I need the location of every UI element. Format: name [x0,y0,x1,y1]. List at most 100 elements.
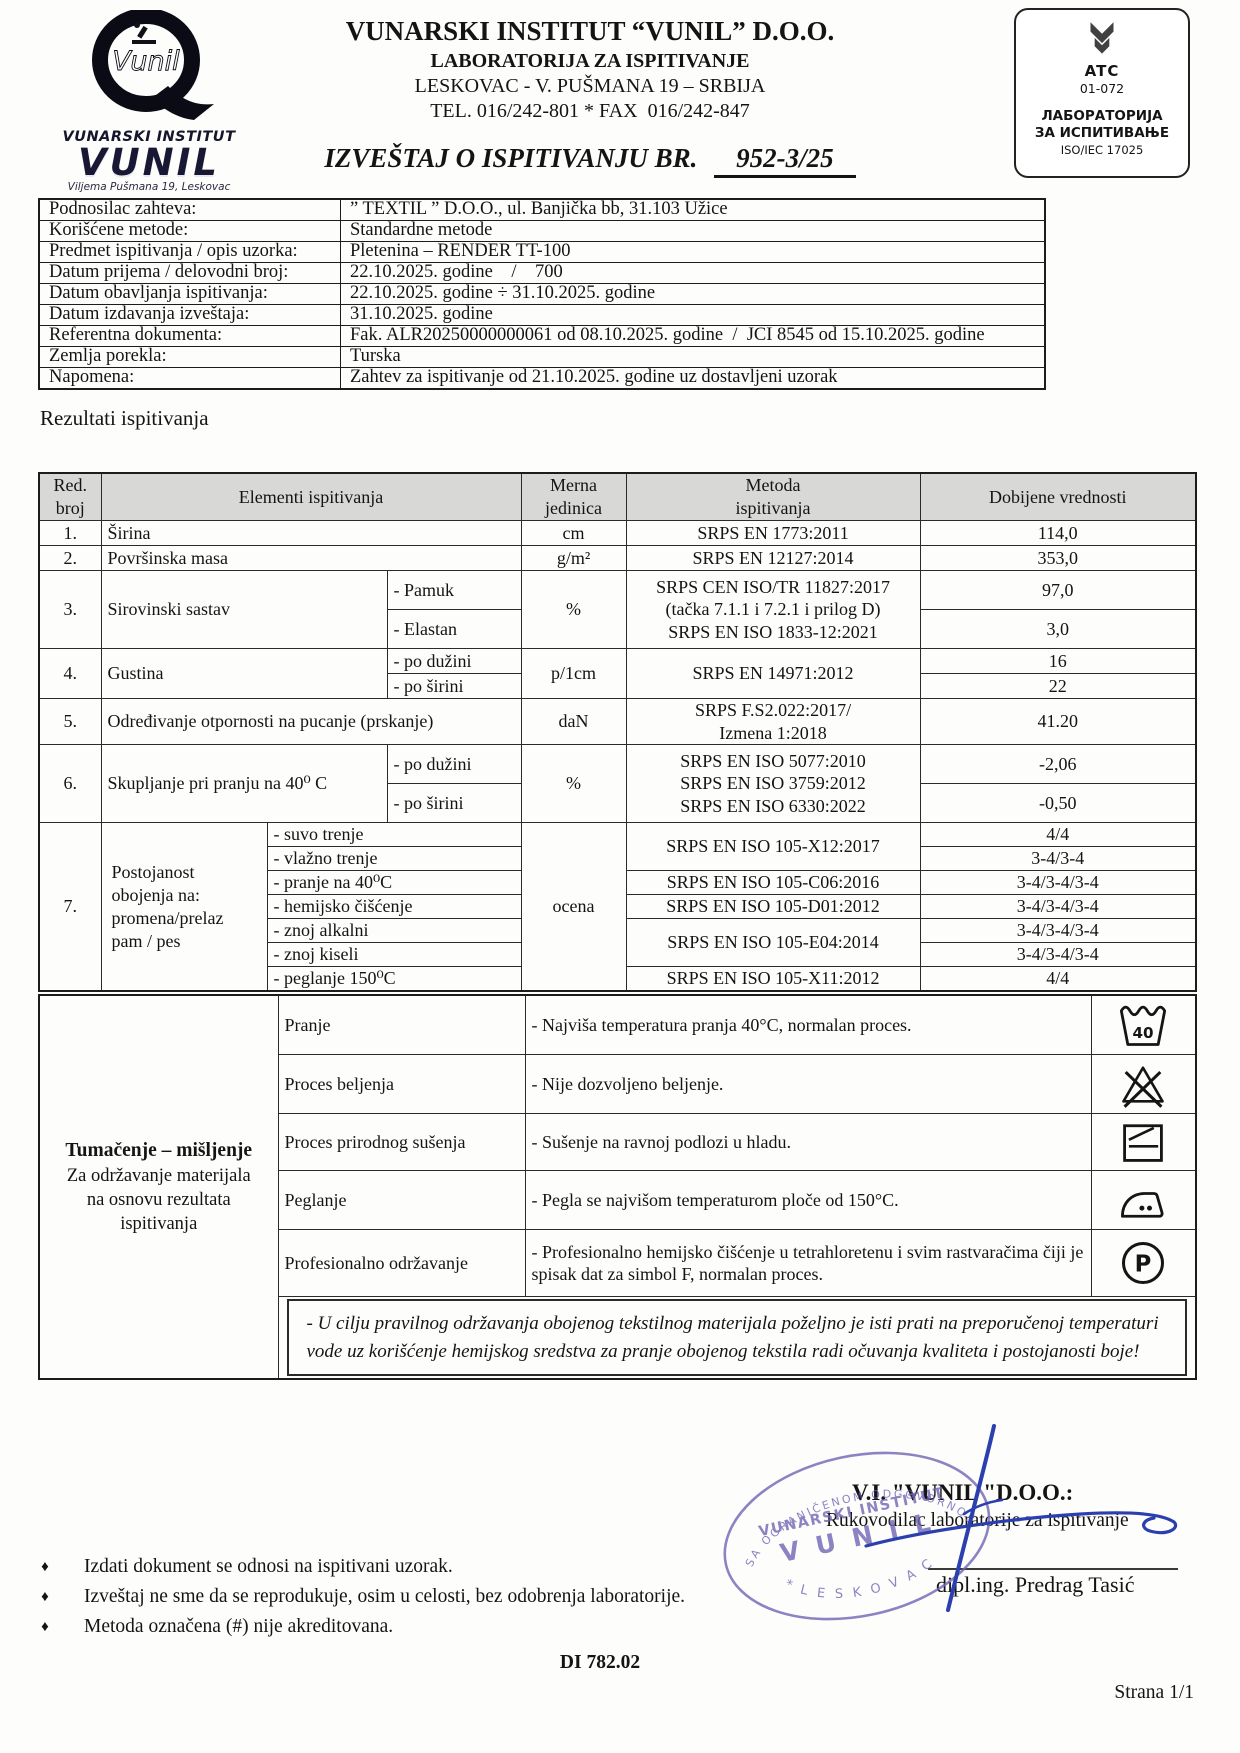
meta-label: Korišćene metode: [38,220,341,242]
value: 114,0 [919,520,1197,547]
element-name: Gustina [100,648,388,700]
results-section: Red. broj Elementi ispitivanja Merna jed… [38,472,1198,1381]
row-number: 3. [38,570,102,650]
value: 97,0 [919,570,1197,611]
care-description: - Nije dozvoljeno beljenje. [524,1054,1092,1115]
meta-row: Korišćene metode: Standardne metode [38,220,1046,242]
badge-lab-line2: ЗА ИСПИТИВАЊЕ [1034,124,1170,141]
unit: ocena [520,822,627,992]
element-name: Sirovinski sastav [100,570,388,650]
interpretation-title: Tumačenje – mišljenje [65,1140,253,1162]
result-subrow: - peglanje 150⁰C SRPS EN ISO 105-X11:201… [39,966,1197,992]
col-header-metoda: Metoda ispitivanja [625,472,921,522]
meta-value: Turska [340,346,1046,368]
care-symbol-cell: 40 [1090,994,1197,1056]
value: 4/4 [919,822,1197,848]
footer-notes: ♦ Izdati dokument se odnosi na ispitivan… [32,1552,685,1642]
value: 3-4/3-4/3-4 [919,894,1197,920]
care-description: - Najviša temperatura pranja 40°C, norma… [524,994,1092,1056]
row-number: 6. [38,744,102,824]
value: 3-4/3-4/3-4 [919,918,1197,944]
value: 3-4/3-4/3-4 [919,942,1197,968]
result-row: 1. Širina cm SRPS EN 1773:2011 114,0 [38,520,1197,547]
results-table: Red. broj Elementi ispitivanja Merna jed… [38,472,1198,993]
care-category: Profesionalno održavanje [277,1229,526,1298]
result-subrow: - znoj alkalni SRPS EN ISO 105-E04:2014 … [39,918,1197,968]
care-symbol-cell: P [1090,1229,1197,1298]
results-heading: Rezultati ispitivanja [40,406,209,430]
meta-row: Datum prijema / delovodni broj: 22.10.20… [38,262,1046,284]
meta-row: Referentna dokumenta: Fak. ALR2025000000… [38,325,1046,347]
unit: cm [520,520,627,547]
element-name: Površinska masa [100,545,522,572]
value: 41.20 [919,698,1197,746]
meta-label: Podnosilac zahteva: [38,198,341,221]
meta-row: Predmet ispitivanja / opis uzorka: Plete… [38,241,1046,263]
element-name: Postojanost obojenja na: promena/prelaz … [100,822,268,992]
element-name: Određivanje otpornosti na pucanje (prska… [100,698,522,746]
care-row: Proces beljenja - Nije dozvoljeno beljen… [39,1054,1197,1115]
method: SRPS EN ISO 105-X11:2012 [625,966,921,992]
meta-value: Fak. ALR20250000000061 od 08.10.2025. go… [340,325,1046,347]
footer-note-text: Izveštaj ne sme da se reprodukuje, osim … [84,1586,686,1607]
care-category: Peglanje [277,1170,526,1231]
element-sub: - po dužini [386,648,522,675]
results-header-row: Red. broj Elementi ispitivanja Merna jed… [38,472,1197,522]
unit: % [520,570,627,650]
method: SRPS EN 1773:2011 [625,520,921,547]
element-sub: - suvo trenje [266,822,522,848]
footer-note: ♦ Izveštaj ne sme da se reprodukuje, osi… [32,1582,685,1612]
row-number: 1. [38,520,102,547]
footer-note-text: Metoda označena (#) nije akreditovana. [84,1616,394,1637]
unit: p/1cm [520,648,627,700]
result-subrow: - hemijsko čišćenje SRPS EN ISO 105-D01:… [39,894,1197,920]
result-row: 4. Gustina - po dužini p/1cm SRPS EN 149… [38,648,1197,700]
care-note-cell: - U cilju pravilnog održavanja obojenog … [277,1296,1197,1380]
value: 4/4 [919,966,1197,992]
value: 3-4/3-4/3-4 [919,870,1197,896]
care-row: Peglanje - Pegla se najvišom temperaturo… [39,1170,1197,1231]
value: 16 [919,648,1197,675]
company-name: VUNARSKI INSTITUT “VUNIL” D.O.O. [345,16,835,46]
meta-value: Standardne metode [340,220,1046,242]
company-stamp: SA OGRANIČENOM ODGOVORNOŠĆU VUNARSKI INS… [689,1411,1018,1657]
meta-row: Podnosilac zahteva: ” TEXTIL ” D.O.O., u… [38,198,1046,221]
care-symbol-cell [1090,1113,1197,1172]
wash-temperature: 40 [1133,1024,1154,1042]
col-header-dobijene-vrednosti: Dobijene vrednosti [919,472,1197,522]
method: SRPS EN ISO 105-C06:2016 [625,870,921,896]
badge-lab-text: ЛАБОРАТОРИЈА ЗА ИСПИТИВАЊЕ [1016,108,1188,142]
element-sub: - hemijsko čišćenje [266,894,522,920]
method: SRPS CEN ISO/TR 11827:2017 (tačka 7.1.1 … [625,570,921,650]
q-logo-label: Vunil [112,46,180,77]
element-sub: - peglanje 150⁰C [266,966,522,992]
row-number: 5. [38,698,102,746]
result-row: 5. Određivanje otpornosti na pucanje (pr… [38,698,1197,746]
report-number: 952-3/25 [714,143,856,178]
element-sub: - po dužini [386,744,522,785]
meta-value: Pletenina – RENDER TT-100 [340,241,1046,263]
lab-phone: TEL. 016/242-801 * FAX 016/242-847 [430,100,750,122]
meta-label: Referentna dokumenta: [38,325,341,347]
care-row: Tumačenje – mišljenje Za održavanje mate… [38,994,1197,1380]
meta-label: Zemlja porekla: [38,346,341,368]
meta-value: ” TEXTIL ” D.O.O., ul. Banjička bb, 31.1… [340,198,1046,221]
professional-clean-P-icon: P [1122,1242,1165,1285]
meta-label: Datum prijema / delovodni broj: [38,262,341,284]
logo-brand-text: VUNIL [78,141,220,184]
value: -0,50 [919,783,1197,824]
meta-row: Zemlja porekla: Turska [38,346,1046,368]
page-number: Strana 1/1 [1114,1682,1194,1703]
logo-address-text: Viljema Pušmana 19, Leskovac [67,181,231,194]
document-code: DI 782.02 [559,1652,641,1673]
care-description: - Sušenje na ravnoj podlozi u hladu. [524,1113,1092,1172]
care-symbol-cell [1090,1054,1197,1115]
care-category: Proces prirodnog sušenja [277,1113,526,1172]
meta-row: Datum obavljanja ispitivanja: 22.10.2025… [38,283,1046,305]
unit: daN [520,698,627,746]
care-symbol-cell [1090,1170,1197,1231]
signature-line [928,1568,1178,1570]
letterhead: VUNARSKI INSTITUT “VUNIL” D.O.O. LABORAT… [270,16,910,178]
row-number: 4. [38,648,102,700]
result-row: 7. Postojanost obojenja na: promena/prel… [38,822,1197,992]
